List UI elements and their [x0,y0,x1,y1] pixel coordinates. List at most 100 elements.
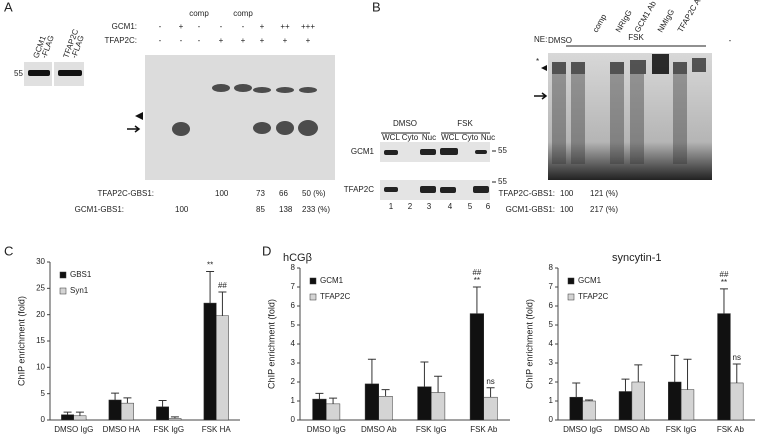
quant-value: 100 [175,205,189,214]
panel-label: C [4,243,13,258]
error-bar [381,389,390,397]
error-bar [218,291,227,316]
x-tick-label: FSK HA [202,425,232,434]
quant-label: TFAP2C-GBS1: [499,189,555,198]
error-bar [123,397,132,404]
bar [668,381,682,421]
lane-symbol: - [198,22,201,31]
lane-number: 4 [448,202,453,211]
x-tick-label: DMSO IgG [563,425,602,434]
y-axis-label: ChIP enrichment (fold) [16,296,26,386]
y-tick-label: 4 [291,339,296,348]
bar [203,302,217,421]
bar [469,313,485,421]
y-axis-label: ChIP enrichment (fold) [524,299,534,389]
lane-number: 3 [427,202,432,211]
lane-symbol: + [283,36,288,45]
marker: 55 [498,146,507,155]
lane-symbol: + [306,36,311,45]
marker: 55 [14,69,23,78]
protein-label: GCM1 [351,147,375,156]
legend-swatch [59,287,67,295]
error-bar [111,392,120,400]
error-bar [170,416,179,419]
lane-number: 6 [486,202,491,211]
row-label: TFAP2C: [105,36,137,45]
error-bar [158,400,167,407]
y-tick-label: 3 [549,358,554,367]
y-tick-label: 8 [549,263,554,272]
y-tick-label: 2 [291,377,296,386]
lane-number: 5 [468,202,473,211]
marker: 55 [498,177,507,186]
bar [378,396,393,421]
lane-symbol: - [198,36,201,45]
x-tick-label: FSK IgG [416,425,447,434]
fraction-label: Nuc [481,133,495,142]
y-tick-label: 25 [36,283,45,292]
ne-lane: comp [591,12,609,34]
y-tick-label: 8 [291,263,296,272]
y-axis-label: ChIP enrichment (fold) [266,299,276,389]
bar [121,402,134,421]
ne-group: - [729,36,732,45]
quant-value: 50 (%) [302,189,326,198]
error-bar [634,364,643,382]
lane-symbol: + [260,22,265,31]
x-tick-label: FSK IgG [666,425,697,434]
error-bar [585,399,594,401]
y-tick-label: 2 [549,377,554,386]
y-tick-label: 0 [41,415,46,424]
fraction-label: WCL [382,133,400,142]
legend-label: GCM1 [578,276,602,285]
x-tick-label: DMSO Ab [614,425,650,434]
quant-value: 100 [215,189,229,198]
error-bar [329,397,338,404]
ne-group: FSK [628,33,644,42]
significance: ** [721,278,727,287]
significance: ## [472,268,481,277]
legend-label: GBS1 [70,270,92,279]
y-tick-label: 0 [291,415,296,424]
ne-lane: GCM1 Ab [633,0,658,34]
bar [216,315,229,421]
ne-lane: NMIgG [656,8,676,34]
y-tick-label: 6 [291,301,296,310]
fraction-label: WCL [441,133,459,142]
quant-value: 85 [256,205,265,214]
y-tick-label: 7 [291,282,296,291]
quant-value: 100 [560,205,574,214]
lane-number: 1 [389,202,394,211]
lane-symbol: + [260,36,265,45]
ne-group: DMSO [548,36,572,45]
error-bar [719,288,728,314]
lane-symbol: - [159,36,162,45]
x-tick-label: FSK IgG [153,425,184,434]
y-tick-label: 5 [41,389,46,398]
panel-label: D [262,243,271,258]
significance: ns [733,353,741,362]
error-bar [63,411,72,415]
star: * [536,57,539,66]
lane-symbol: +++ [301,22,315,31]
bar [618,391,633,421]
panel-label: B [372,0,381,14]
bar [569,396,583,421]
error-bar [572,382,581,398]
bar [61,414,75,421]
quant-label: TFAP2C-GBS1: [98,189,154,198]
significance: ** [474,276,480,285]
bar [483,396,498,421]
y-tick-label: 15 [36,336,45,345]
ne-label: NE: [534,35,547,44]
x-tick-label: DMSO HA [103,425,141,434]
legend-swatch [567,277,575,285]
quant-value: 121 (%) [590,189,618,198]
row-label: GCM1: [112,22,137,31]
legend-swatch [309,277,317,285]
significance: ns [486,377,494,386]
legend-swatch [59,271,67,279]
bar [156,406,169,421]
x-tick-label: DMSO Ab [361,425,397,434]
error-bar [367,358,376,384]
